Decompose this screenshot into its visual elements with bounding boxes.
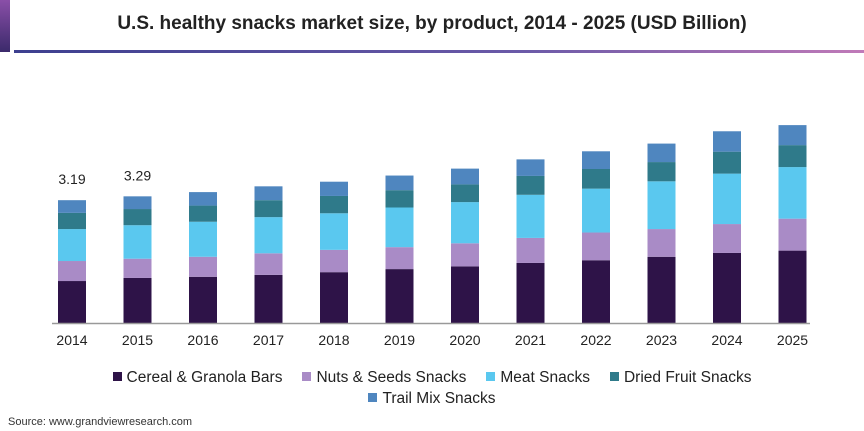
bars-group bbox=[58, 125, 807, 323]
x-tick-label: 2024 bbox=[711, 332, 742, 348]
bar-segment-2025-dried-fruit-snacks bbox=[778, 145, 807, 168]
x-tick-labels: 2014 2015 2016 2017 2018 2019 2020 2021 2022 2023… bbox=[56, 332, 808, 348]
bar-segment-2021-meat-snacks bbox=[516, 194, 545, 238]
bar-segment-2024-dried-fruit-snacks bbox=[713, 151, 741, 174]
bar-segment-2019-dried-fruit-snacks bbox=[385, 190, 414, 208]
bar-segment-2025-trail-mix-snacks bbox=[778, 125, 807, 146]
x-tick-label: 2021 bbox=[515, 332, 546, 348]
x-tick-label: 2022 bbox=[580, 332, 611, 348]
bar-segment-2017-cereal-granola-bars bbox=[254, 274, 283, 323]
bar-segment-2022-trail-mix-snacks bbox=[582, 151, 610, 169]
x-tick-label: 2019 bbox=[384, 332, 415, 348]
bar-segment-2017-trail-mix-snacks bbox=[254, 186, 283, 201]
bar-segment-2015-cereal-granola-bars bbox=[123, 277, 152, 323]
bar-segment-2022-dried-fruit-snacks bbox=[582, 169, 610, 189]
chart-title: U.S. healthy snacks market size, by prod… bbox=[117, 13, 747, 34]
legend-item: Meat Snacks bbox=[486, 367, 590, 388]
legend-item: Cereal & Granola Bars bbox=[112, 367, 283, 388]
bar-segment-2022-cereal-granola-bars bbox=[582, 260, 610, 323]
bar-segment-2023-nuts-seeds-snacks bbox=[647, 229, 676, 257]
legend-item: Dried Fruit Snacks bbox=[609, 367, 752, 388]
bar-segment-2017-meat-snacks bbox=[254, 217, 283, 254]
legend-label: Cereal & Granola Bars bbox=[126, 369, 283, 386]
legend-swatch bbox=[609, 372, 619, 381]
bar-segment-2014-nuts-seeds-snacks bbox=[58, 261, 86, 282]
bar-segment-2019-trail-mix-snacks bbox=[385, 175, 414, 191]
bar-segment-2025-cereal-granola-bars bbox=[778, 250, 807, 323]
bar-segment-2017-nuts-seeds-snacks bbox=[254, 253, 283, 275]
legend-label: Dried Fruit Snacks bbox=[623, 369, 752, 386]
bar-segment-2024-cereal-granola-bars bbox=[713, 252, 741, 323]
bar-segment-2021-cereal-granola-bars bbox=[516, 262, 545, 323]
legend-label: Trail Mix Snacks bbox=[382, 390, 496, 407]
bar-segment-2018-cereal-granola-bars bbox=[320, 272, 348, 323]
bar-segment-2018-meat-snacks bbox=[320, 213, 348, 250]
bar-segment-2015-dried-fruit-snacks bbox=[123, 209, 152, 226]
x-tick-label: 2016 bbox=[187, 332, 218, 348]
x-tick-label: 2023 bbox=[646, 332, 677, 348]
bar-segment-2016-cereal-granola-bars bbox=[189, 276, 217, 323]
bar-segment-2015-nuts-seeds-snacks bbox=[123, 258, 152, 278]
bar-segment-2023-trail-mix-snacks bbox=[647, 143, 676, 163]
bar-segment-2022-nuts-seeds-snacks bbox=[582, 232, 610, 261]
bar-segment-2024-meat-snacks bbox=[713, 173, 741, 225]
legend-label: Nuts & Seeds Snacks bbox=[316, 369, 467, 386]
legend: Cereal & Granola Bars Nuts & Seeds Snacks… bbox=[0, 367, 864, 409]
header-accent bbox=[0, 0, 10, 52]
bar-segment-2015-trail-mix-snacks bbox=[123, 196, 152, 210]
legend-item: Nuts & Seeds Snacks bbox=[302, 367, 466, 388]
bar-segment-2023-meat-snacks bbox=[647, 181, 676, 230]
bar-segment-2016-meat-snacks bbox=[189, 221, 217, 257]
bar-segment-2019-nuts-seeds-snacks bbox=[385, 247, 414, 270]
bar-segment-2019-cereal-granola-bars bbox=[385, 269, 414, 323]
bar-segment-2018-trail-mix-snacks bbox=[320, 181, 348, 196]
legend-swatch bbox=[302, 372, 312, 381]
bar-segment-2020-dried-fruit-snacks bbox=[451, 184, 479, 203]
bar-segment-2018-dried-fruit-snacks bbox=[320, 195, 348, 214]
annotations: 3.19 3.29 bbox=[58, 167, 151, 187]
stacked-bar-chart: 2014 2015 2016 2017 2018 2019 2020 2021 2022 2023… bbox=[52, 125, 810, 348]
bar-segment-2020-cereal-granola-bars bbox=[451, 266, 479, 323]
legend-swatch bbox=[368, 393, 378, 402]
data-label: 3.19 bbox=[58, 171, 85, 187]
bar-segment-2025-nuts-seeds-snacks bbox=[778, 218, 807, 251]
bar-segment-2021-dried-fruit-snacks bbox=[516, 175, 545, 195]
bar-segment-2014-meat-snacks bbox=[58, 229, 86, 262]
legend-item: Trail Mix Snacks bbox=[368, 388, 496, 409]
bar-segment-2018-nuts-seeds-snacks bbox=[320, 249, 348, 273]
bar-segment-2017-dried-fruit-snacks bbox=[254, 200, 283, 218]
bar-segment-2014-dried-fruit-snacks bbox=[58, 212, 86, 230]
bar-segment-2024-trail-mix-snacks bbox=[713, 131, 741, 152]
x-tick-label: 2014 bbox=[56, 332, 87, 348]
bar-segment-2016-dried-fruit-snacks bbox=[189, 205, 217, 222]
bar-segment-2019-meat-snacks bbox=[385, 207, 414, 248]
bar-segment-2014-cereal-granola-bars bbox=[58, 281, 86, 323]
legend-label: Meat Snacks bbox=[500, 369, 590, 386]
bar-segment-2023-cereal-granola-bars bbox=[647, 256, 676, 323]
chart-header: U.S. healthy snacks market size, by prod… bbox=[0, 0, 864, 53]
source-note: Source: www.grandviewresearch.com bbox=[8, 416, 193, 428]
legend-swatch bbox=[486, 372, 496, 381]
x-tick-label: 2017 bbox=[253, 332, 284, 348]
bar-segment-2021-trail-mix-snacks bbox=[516, 159, 545, 176]
x-tick-label: 2020 bbox=[449, 332, 480, 348]
header-underline bbox=[14, 50, 864, 53]
bar-segment-2014-trail-mix-snacks bbox=[58, 200, 86, 213]
bar-segment-2021-nuts-seeds-snacks bbox=[516, 237, 545, 263]
bar-segment-2020-meat-snacks bbox=[451, 202, 479, 244]
bar-segment-2015-meat-snacks bbox=[123, 225, 152, 259]
bar-segment-2025-meat-snacks bbox=[778, 167, 807, 219]
data-label: 3.29 bbox=[124, 167, 151, 183]
bar-segment-2016-nuts-seeds-snacks bbox=[189, 256, 217, 277]
legend-swatch bbox=[112, 372, 122, 381]
bar-segment-2022-meat-snacks bbox=[582, 188, 610, 233]
x-tick-label: 2025 bbox=[777, 332, 808, 348]
bar-segment-2023-dried-fruit-snacks bbox=[647, 162, 676, 182]
bar-segment-2020-nuts-seeds-snacks bbox=[451, 243, 479, 267]
bar-segment-2016-trail-mix-snacks bbox=[189, 192, 217, 206]
x-tick-label: 2018 bbox=[318, 332, 349, 348]
x-tick-label: 2015 bbox=[122, 332, 153, 348]
bar-segment-2024-nuts-seeds-snacks bbox=[713, 224, 741, 253]
bar-segment-2020-trail-mix-snacks bbox=[451, 168, 479, 185]
